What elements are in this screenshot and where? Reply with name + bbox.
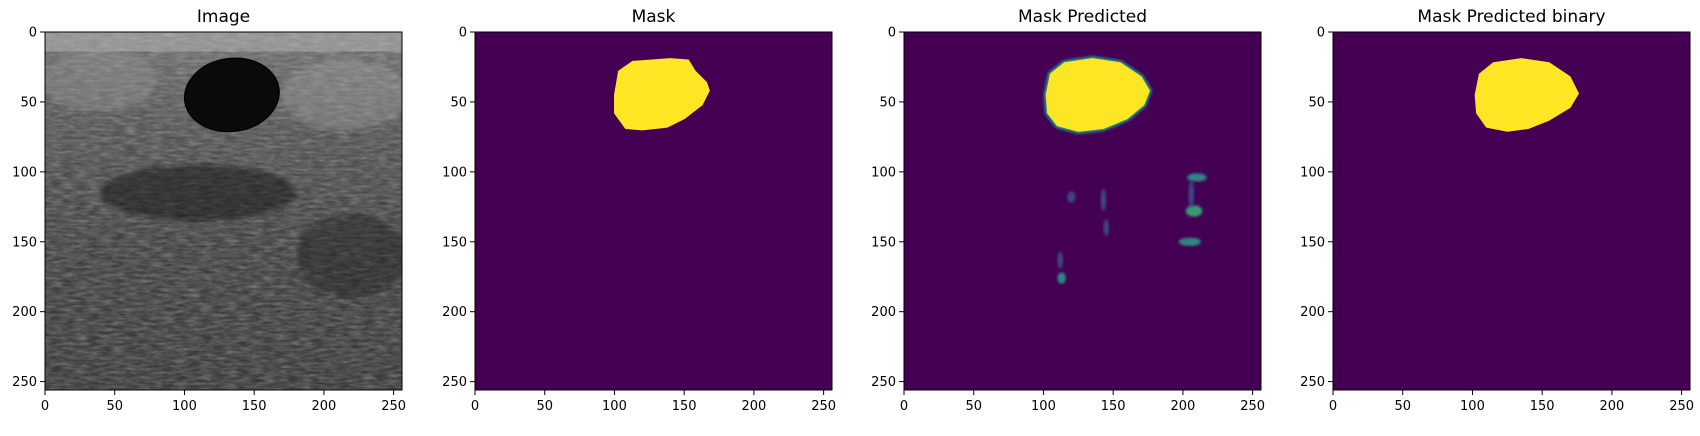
y-tick-label: 100 xyxy=(442,165,467,180)
subplot-title: Image xyxy=(197,7,250,27)
x-tick-label: 0 xyxy=(41,399,49,414)
y-tick-label: 150 xyxy=(1300,235,1325,250)
x-tick-label: 250 xyxy=(1669,399,1694,414)
prediction-blob xyxy=(1188,180,1194,208)
y-tick-label: 250 xyxy=(1300,375,1325,390)
prediction-blob xyxy=(1057,273,1065,284)
x-tick-label: 50 xyxy=(965,399,982,414)
x-tick-label: 250 xyxy=(1240,399,1265,414)
prediction-blob xyxy=(1187,173,1207,181)
shadow-region xyxy=(101,165,296,221)
x-tick-label: 200 xyxy=(741,399,766,414)
x-tick-label: 50 xyxy=(1394,399,1411,414)
subplot-3: Mask Predicted 0 50 100 150 200 250 0 50 100 150 20… xyxy=(871,7,1265,414)
prediction-blob xyxy=(1186,205,1203,216)
x-tick-label: 250 xyxy=(811,399,836,414)
y-tick-label: 50 xyxy=(450,95,467,110)
x-tick-label: 50 xyxy=(106,399,123,414)
x-tick-label: 200 xyxy=(311,399,336,414)
prediction-blob xyxy=(1067,191,1075,202)
y-tick-label: 0 xyxy=(1317,26,1325,41)
plot-area xyxy=(45,32,408,390)
plot-area xyxy=(475,32,832,390)
y-tick-label: 250 xyxy=(12,375,37,390)
y-tick-label: 0 xyxy=(888,26,896,41)
y-tick-label: 250 xyxy=(442,375,467,390)
x-tick-label: 100 xyxy=(1031,399,1056,414)
x-tick-label: 150 xyxy=(672,399,697,414)
y-tick-label: 100 xyxy=(871,165,896,180)
y-tick-label: 50 xyxy=(1308,95,1325,110)
y-tick-label: 150 xyxy=(871,235,896,250)
x-tick-label: 50 xyxy=(536,399,553,414)
x-tick-label: 150 xyxy=(242,399,267,414)
subplot-title: Mask Predicted xyxy=(1018,7,1147,27)
x-tick-label: 200 xyxy=(1170,399,1195,414)
shadow-region-right xyxy=(296,214,408,298)
subplot-1: Image 0 50 100 150 200 250 0 50 100 150 200 250 xyxy=(12,7,407,414)
y-tick-label: 200 xyxy=(1300,305,1325,320)
prediction-blob xyxy=(1103,219,1109,236)
tissue-band-left xyxy=(45,50,157,112)
y-tick-label: 250 xyxy=(871,375,896,390)
subplot-4: Mask Predicted binary 0 50 100 150 200 250 0 50 1… xyxy=(1300,7,1694,414)
y-tick-label: 200 xyxy=(442,305,467,320)
y-tick-label: 200 xyxy=(871,305,896,320)
x-tick-label: 100 xyxy=(602,399,627,414)
y-tick-label: 50 xyxy=(879,95,896,110)
y-tick-label: 0 xyxy=(459,26,467,41)
y-tick-label: 200 xyxy=(12,305,37,320)
y-tick-label: 100 xyxy=(1300,165,1325,180)
x-tick-label: 0 xyxy=(471,399,479,414)
subplot-2: Mask 0 50 100 150 200 250 0 50 100 150 200 250 xyxy=(442,7,836,414)
x-tick-label: 150 xyxy=(1101,399,1126,414)
x-tick-label: 150 xyxy=(1530,399,1555,414)
x-tick-label: 200 xyxy=(1599,399,1624,414)
plot-area xyxy=(904,32,1261,390)
x-tick-label: 100 xyxy=(172,399,197,414)
y-tick-label: 150 xyxy=(442,235,467,250)
subplot-title: Mask xyxy=(632,7,676,27)
y-tick-label: 50 xyxy=(20,95,37,110)
tissue-band-right xyxy=(282,60,408,130)
y-tick-label: 0 xyxy=(29,26,37,41)
x-tick-label: 0 xyxy=(900,399,908,414)
x-tick-label: 100 xyxy=(1460,399,1485,414)
subplot-title: Mask Predicted binary xyxy=(1417,7,1605,27)
y-tick-label: 150 xyxy=(12,235,37,250)
prediction-blob xyxy=(1101,189,1107,211)
skin-layer xyxy=(45,32,402,52)
plot-area xyxy=(1333,32,1690,390)
prediction-blob xyxy=(1057,252,1063,269)
prediction-blob xyxy=(1179,238,1201,246)
x-tick-label: 0 xyxy=(1329,399,1337,414)
x-tick-label: 250 xyxy=(381,399,406,414)
y-tick-label: 100 xyxy=(12,165,37,180)
